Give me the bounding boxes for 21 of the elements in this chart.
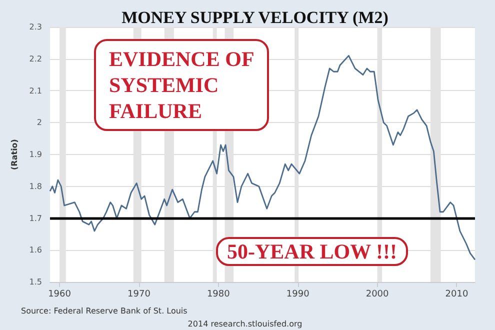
- y-tick-label: 2.3: [29, 22, 42, 32]
- y-tick-label: 1.5: [29, 278, 42, 286]
- annotation: 50-YEAR LOW !!!: [227, 240, 397, 264]
- source-note: Source: Federal Reserve Bank of St. Louis: [21, 306, 188, 316]
- x-tick-label: 1980: [206, 290, 230, 300]
- x-tick-label: 2000: [366, 290, 390, 300]
- x-tick-label: 1970: [128, 290, 151, 300]
- y-tick-label: 1.6: [29, 246, 42, 255]
- x-tick-label: 1990: [286, 290, 310, 300]
- y-tick-label: 1.9: [29, 150, 42, 159]
- y-tick-label: 1.8: [29, 182, 42, 191]
- y-tick-label: 2.2: [29, 54, 42, 64]
- x-tick-label: 1960: [48, 290, 72, 300]
- x-tick-label: 2010: [445, 290, 468, 300]
- y-axis-title: (Ratio): [10, 139, 19, 170]
- y-tick-label: 2.1: [29, 86, 42, 96]
- y-tick-label: 2: [36, 118, 42, 128]
- text: 2014 research.stlouisfed.org: [188, 320, 302, 328]
- y-tick-label: 1.7: [29, 214, 42, 223]
- chart-title: MONEY SUPPLY VELOCITY (M2): [122, 8, 388, 27]
- annotation: EVIDENCE OF SYSTEMIC FAILURE: [109, 47, 254, 123]
